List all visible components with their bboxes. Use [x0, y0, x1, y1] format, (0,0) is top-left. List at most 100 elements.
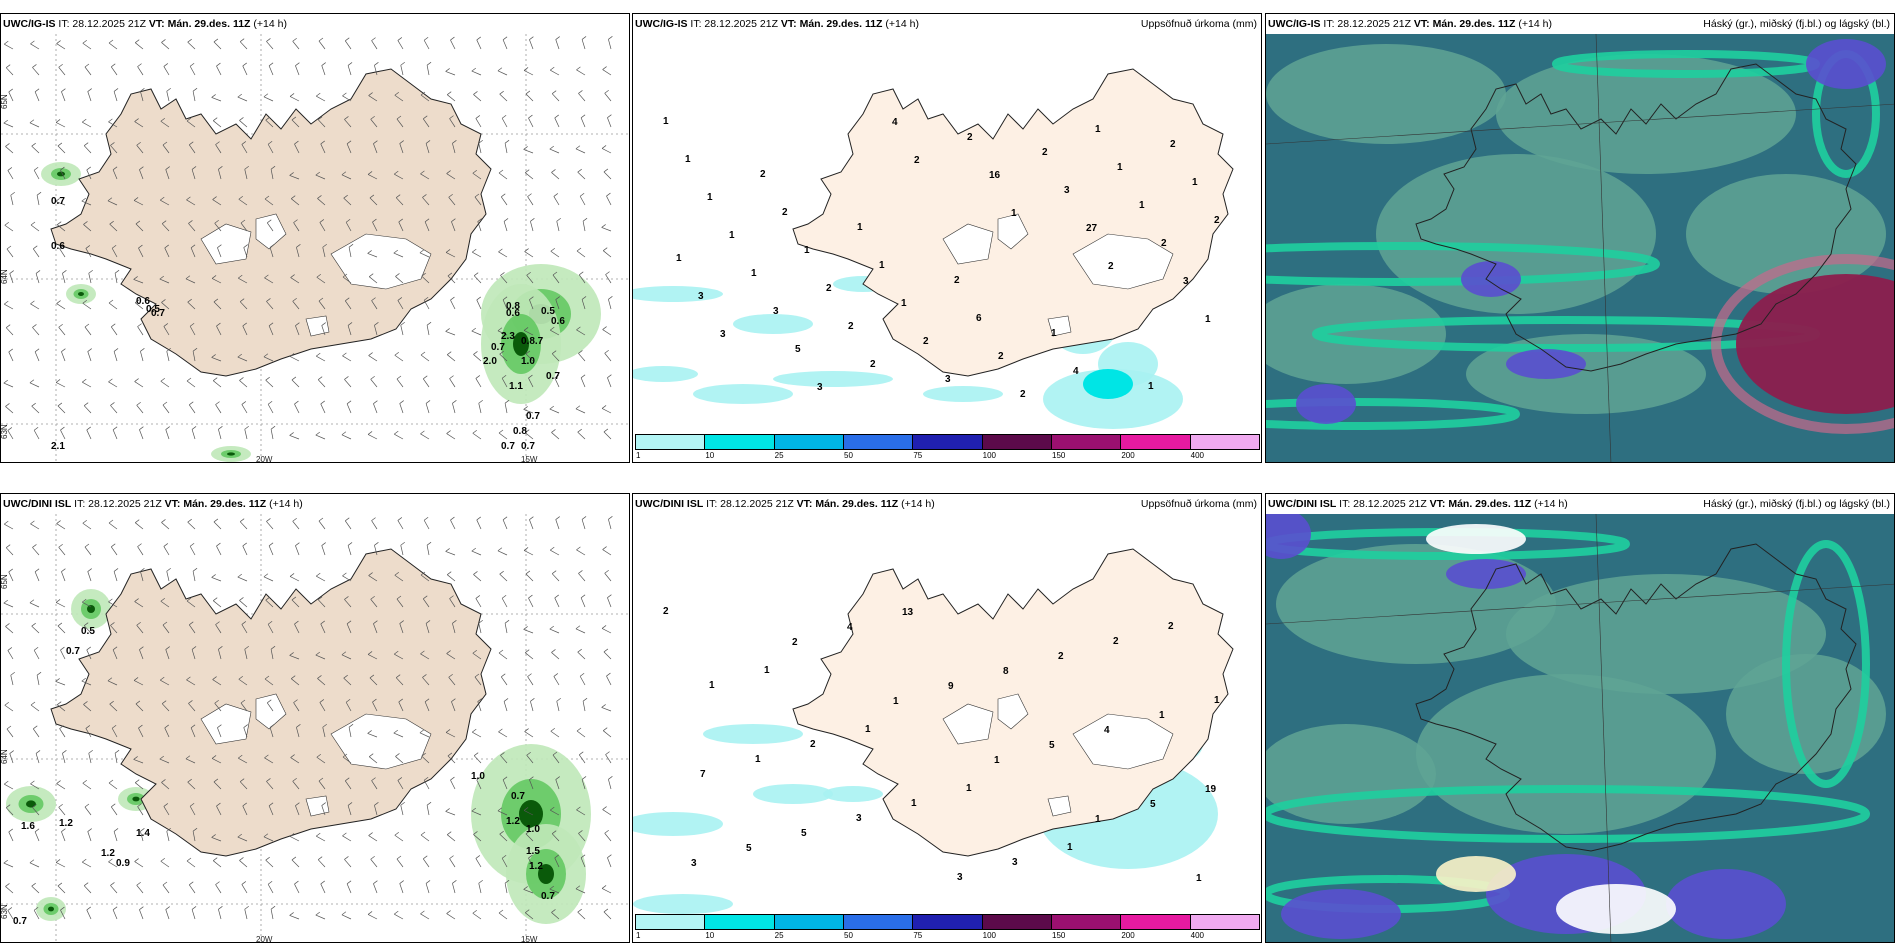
max-precip-label: 1.0 [471, 771, 485, 782]
wind-barb [33, 430, 40, 440]
wind-barb [373, 883, 378, 894]
precip-amount-label: 1 [893, 696, 899, 707]
wind-barb-feather [472, 649, 478, 654]
wind-barb [266, 222, 274, 232]
colorbar-segment [1051, 434, 1122, 450]
wind-barb-feather [370, 115, 375, 120]
wind-barb-feather [320, 400, 325, 405]
wind-barb [607, 857, 612, 868]
wind-barb [109, 223, 118, 232]
wind-barb-feather [371, 297, 376, 301]
wind-barbs [3, 36, 613, 440]
wind-barb [499, 833, 508, 842]
wind-barb [215, 144, 222, 154]
wind-barb [289, 356, 300, 362]
wind-barb [523, 810, 534, 816]
wind-barb-feather [398, 218, 403, 223]
wind-barb [136, 625, 144, 634]
wind-barb-feather [55, 379, 61, 383]
wind-barb [133, 200, 144, 206]
wind-barb-feather [86, 906, 91, 911]
wind-barb [554, 117, 560, 128]
wind-barb [33, 650, 40, 660]
wind-barb [344, 379, 352, 388]
wind-barb-feather [267, 219, 272, 224]
wind-barb-feather [316, 92, 321, 97]
wind-barb [420, 354, 430, 362]
wind-barb [497, 70, 508, 76]
wind-barb-feather [109, 700, 114, 705]
precip-amount-label: 2 [792, 637, 798, 648]
wind-barb [497, 550, 508, 556]
iceland [1415, 543, 1857, 852]
wind-barb [580, 597, 586, 608]
wind-barb [550, 549, 560, 556]
wind-barb-feather [552, 751, 558, 756]
wind-barb-feather [322, 243, 327, 248]
wind-barb-feather [110, 142, 115, 146]
wind-barb-feather [267, 400, 273, 405]
wind-barb [473, 94, 482, 102]
wind-barb-feather [62, 270, 67, 274]
model-name: UWC/IG-IS [635, 18, 688, 30]
wind-barb-feather [213, 38, 219, 43]
precip-amount-label: 1 [879, 260, 885, 271]
wind-barb-feather [472, 169, 478, 174]
wind-barb-feather [556, 217, 561, 222]
wind-barb-feather [580, 114, 586, 119]
precip-max [78, 292, 84, 296]
wind-barb [189, 326, 196, 336]
wind-barb [475, 378, 482, 388]
wind-barb [582, 221, 586, 232]
wind-barb-feather [292, 297, 297, 302]
wind-barb [59, 248, 66, 258]
wind-barb [525, 172, 534, 180]
wind-barb-feather [344, 376, 349, 380]
high-cloud-dense [1426, 524, 1526, 554]
wind-barb [289, 435, 300, 440]
colorbar-label: 400 [1190, 931, 1205, 940]
wind-barb [398, 221, 404, 232]
wind-barb [61, 351, 66, 362]
mid-cloud [1416, 674, 1716, 834]
wind-barb [445, 331, 456, 336]
wind-barb [398, 701, 404, 712]
wind-barb [5, 327, 14, 336]
wind-barb-feather [501, 673, 506, 678]
wind-barb [4, 704, 14, 712]
wind-barb [400, 545, 404, 556]
wind-barb-feather [294, 140, 299, 145]
wind-barb-feather [374, 322, 379, 326]
wind-barb [241, 884, 248, 894]
wind-barb-feather [82, 779, 88, 784]
wind-barb-feather [524, 728, 529, 732]
wind-barb [5, 67, 14, 76]
wind-barb [161, 522, 170, 530]
wind-barb-feather [497, 547, 503, 552]
wind-barb [137, 546, 144, 556]
precip-area [733, 314, 813, 334]
wind-barb-feather [189, 62, 195, 67]
wind-barb-feather [166, 87, 171, 92]
wind-barb-feather [165, 166, 170, 170]
wind-barb [185, 758, 196, 764]
wind-barb [264, 678, 274, 686]
wind-barb [577, 171, 586, 180]
wind-barb [530, 701, 534, 712]
precip-amount-label: 2 [967, 132, 973, 143]
wind-barb [501, 598, 508, 608]
wind-barb [317, 859, 326, 868]
wind-barb [528, 117, 534, 128]
wind-barb-feather [367, 651, 373, 655]
wind-barb [346, 883, 352, 894]
wind-barb [82, 782, 92, 790]
wind-barb [290, 277, 300, 284]
wind-barb [447, 354, 456, 362]
colorbar-label: 50 [844, 451, 853, 460]
precip-amount-label: 2 [998, 351, 1004, 362]
wind-barb [112, 429, 118, 440]
wind-barb-feather [35, 750, 41, 754]
wind-barb-feather [315, 651, 321, 656]
wind-barb-feather [394, 571, 400, 576]
wind-barb-feather [241, 881, 247, 885]
